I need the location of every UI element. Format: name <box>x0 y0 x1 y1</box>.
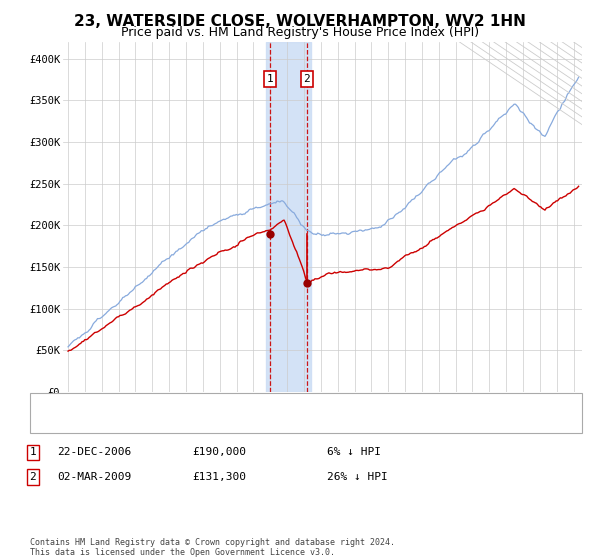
Text: 22-DEC-2006: 22-DEC-2006 <box>57 447 131 458</box>
Text: £131,300: £131,300 <box>192 472 246 482</box>
Text: 23, WATERSIDE CLOSE, WOLVERHAMPTON, WV2 1HN (detached house): 23, WATERSIDE CLOSE, WOLVERHAMPTON, WV2 … <box>81 399 433 409</box>
Text: HPI: Average price, detached house, Wolverhampton: HPI: Average price, detached house, Wolv… <box>81 418 369 428</box>
Text: 1: 1 <box>29 447 37 458</box>
Text: 02-MAR-2009: 02-MAR-2009 <box>57 472 131 482</box>
Text: Contains HM Land Registry data © Crown copyright and database right 2024.
This d: Contains HM Land Registry data © Crown c… <box>30 538 395 557</box>
Bar <box>266 42 311 392</box>
Text: 2: 2 <box>304 74 310 84</box>
Text: 23, WATERSIDE CLOSE, WOLVERHAMPTON, WV2 1HN: 23, WATERSIDE CLOSE, WOLVERHAMPTON, WV2 … <box>74 14 526 29</box>
Text: £190,000: £190,000 <box>192 447 246 458</box>
Text: 1: 1 <box>266 74 273 84</box>
Text: Price paid vs. HM Land Registry's House Price Index (HPI): Price paid vs. HM Land Registry's House … <box>121 26 479 39</box>
Text: 26% ↓ HPI: 26% ↓ HPI <box>327 472 388 482</box>
Text: 6% ↓ HPI: 6% ↓ HPI <box>327 447 381 458</box>
Text: 2: 2 <box>29 472 37 482</box>
